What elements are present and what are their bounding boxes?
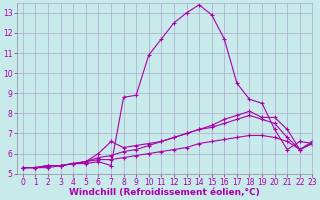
X-axis label: Windchill (Refroidissement éolien,°C): Windchill (Refroidissement éolien,°C): [69, 188, 260, 197]
